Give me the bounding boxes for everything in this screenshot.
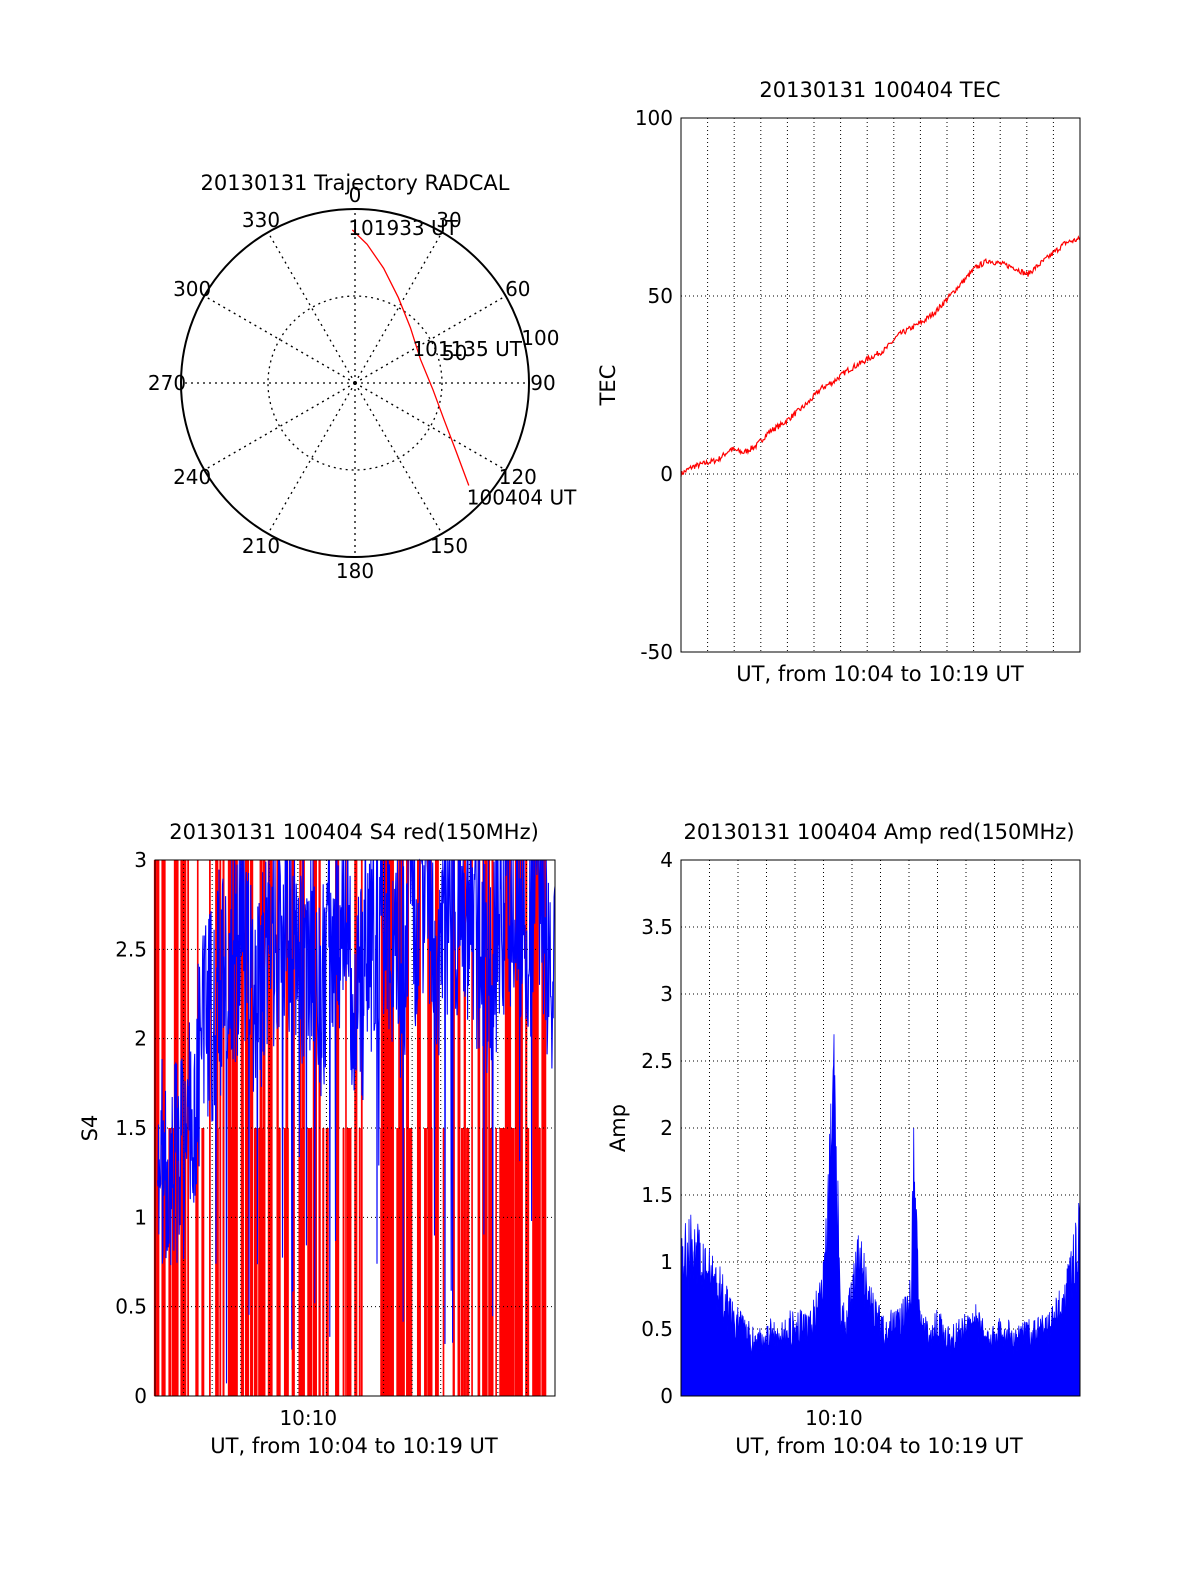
tec-ylabel: TEC — [596, 365, 620, 407]
s4-blue-line — [157, 858, 556, 1384]
polar-angle-label: 300 — [173, 277, 211, 301]
s4-y-ticks: 0 0.5 1 1.5 2 2.5 3 — [115, 848, 147, 1408]
polar-spoke — [354, 382, 443, 535]
polar-radius-labels: 50 100 — [442, 326, 559, 365]
polar-radius-label: 50 — [442, 341, 467, 365]
amp-ytick-label: 2.5 — [641, 1049, 673, 1073]
amp-y-ticks: 0 0.5 1 1.5 2 2.5 3 3.5 4 — [641, 848, 673, 1408]
tec-ytick-label: 0 — [660, 462, 673, 486]
amp-ytick-label: 0.5 — [641, 1317, 673, 1341]
polar-angle-label: 150 — [430, 534, 468, 558]
tec-plot-frame — [680, 117, 1081, 653]
tec-grid — [681, 118, 1080, 652]
tec-y-ticks: -50 0 50 100 — [635, 106, 673, 664]
s4-ylabel: S4 — [78, 1115, 102, 1142]
tec-title: 20130131 100404 TEC — [759, 78, 1000, 102]
tec-line — [680, 235, 1081, 477]
polar-angle-label: 180 — [336, 559, 374, 583]
polar-annotation: 100404 UT — [467, 485, 577, 509]
amp-plot-frame — [680, 859, 1081, 1397]
polar-title: 20130131 Trajectory RADCAL — [201, 171, 510, 195]
s4-ytick-label: 1.5 — [115, 1116, 147, 1140]
s4-ytick-label: 0.5 — [115, 1295, 147, 1319]
polar-spoke — [354, 382, 507, 471]
polar-angle-labels: 0 30 60 90 120 150 180 210 240 270 300 330 — [148, 183, 556, 583]
s4-xtick-label: 10:10 — [279, 1406, 337, 1430]
amp-ytick-label: 3.5 — [641, 915, 673, 939]
polar-radius-label: 100 — [521, 326, 559, 350]
s4-plot-frame — [154, 859, 556, 1397]
polar-trajectory-line — [351, 229, 470, 486]
s4-chart: 20130131 100404 S4 red(150MHz) 0 0.5 1 1.5 2… — [78, 820, 556, 1458]
polar-trajectory — [351, 229, 470, 486]
polar-outer-ring — [180, 208, 530, 558]
polar-annotations: 101933 UT 101135 UT 100404 UT — [348, 216, 577, 510]
s4-xlabel: UT, from 10:04 to 10:19 UT — [210, 1434, 498, 1458]
polar-angle-label: 60 — [505, 277, 530, 301]
tec-ytick-label: 50 — [648, 284, 673, 308]
s4-x-ticks: 10:10 — [279, 1406, 337, 1430]
polar-chart: 20130131 Trajectory RADCAL 0 30 60 90 120 150… — [148, 171, 577, 583]
polar-spoke — [203, 295, 356, 384]
polar-annotation: 101135 UT — [412, 337, 522, 361]
s4-series — [157, 858, 556, 1384]
amp-x-ticks: 10:10 — [805, 1406, 863, 1430]
polar-angle-label: 330 — [242, 208, 280, 232]
polar-spoke — [354, 295, 507, 384]
polar-angle-label: 90 — [530, 371, 555, 395]
amp-ylabel: Amp — [606, 1104, 630, 1152]
s4-ytick-label: 1 — [134, 1205, 147, 1229]
amp-ytick-label: 1.5 — [641, 1183, 673, 1207]
polar-angle-label: 120 — [499, 465, 537, 489]
tec-xlabel: UT, from 10:04 to 10:19 UT — [736, 662, 1024, 686]
polar-spoke — [203, 382, 356, 471]
amp-chart: 20130131 100404 Amp red(150MHz) 0 0.5 1 1.5… — [606, 820, 1081, 1458]
amp-xlabel: UT, from 10:04 to 10:19 UT — [735, 1434, 1023, 1458]
amp-title: 20130131 100404 Amp red(150MHz) — [683, 820, 1074, 844]
s4-ytick-label: 2 — [134, 1027, 147, 1051]
polar-angle-label: 240 — [173, 465, 211, 489]
amp-grid — [681, 860, 1080, 1396]
tec-series — [680, 235, 1081, 477]
s4-ytick-label: 0 — [134, 1384, 147, 1408]
polar-spoke — [267, 382, 356, 535]
s4-ytick-label: 2.5 — [115, 937, 147, 961]
polar-angle-label: 210 — [242, 534, 280, 558]
amp-area — [680, 1034, 1081, 1397]
s4-title: 20130131 100404 S4 red(150MHz) — [169, 820, 539, 844]
polar-spoke — [354, 231, 443, 384]
amp-series — [680, 1034, 1081, 1397]
amp-xtick-label: 10:10 — [805, 1406, 863, 1430]
polar-angle-label: 30 — [436, 208, 461, 232]
polar-spoke — [267, 231, 356, 384]
amp-ytick-label: 1 — [660, 1250, 673, 1274]
polar-grid — [180, 208, 530, 558]
tec-ytick-label: 100 — [635, 106, 673, 130]
amp-ytick-label: 3 — [660, 982, 673, 1006]
amp-ytick-label: 4 — [660, 848, 673, 872]
amp-ytick-label: 0 — [660, 1384, 673, 1408]
polar-grid-ring — [267, 295, 443, 471]
polar-angle-label: 270 — [148, 371, 186, 395]
tec-ytick-label: -50 — [640, 640, 673, 664]
tec-chart: 20130131 100404 TEC -50 0 50 100 UT, from 1… — [596, 78, 1081, 686]
polar-angle-label: 0 — [349, 183, 362, 207]
polar-annotation: 101933 UT — [348, 216, 458, 240]
s4-ytick-label: 3 — [134, 848, 147, 872]
amp-ytick-label: 2 — [660, 1116, 673, 1140]
